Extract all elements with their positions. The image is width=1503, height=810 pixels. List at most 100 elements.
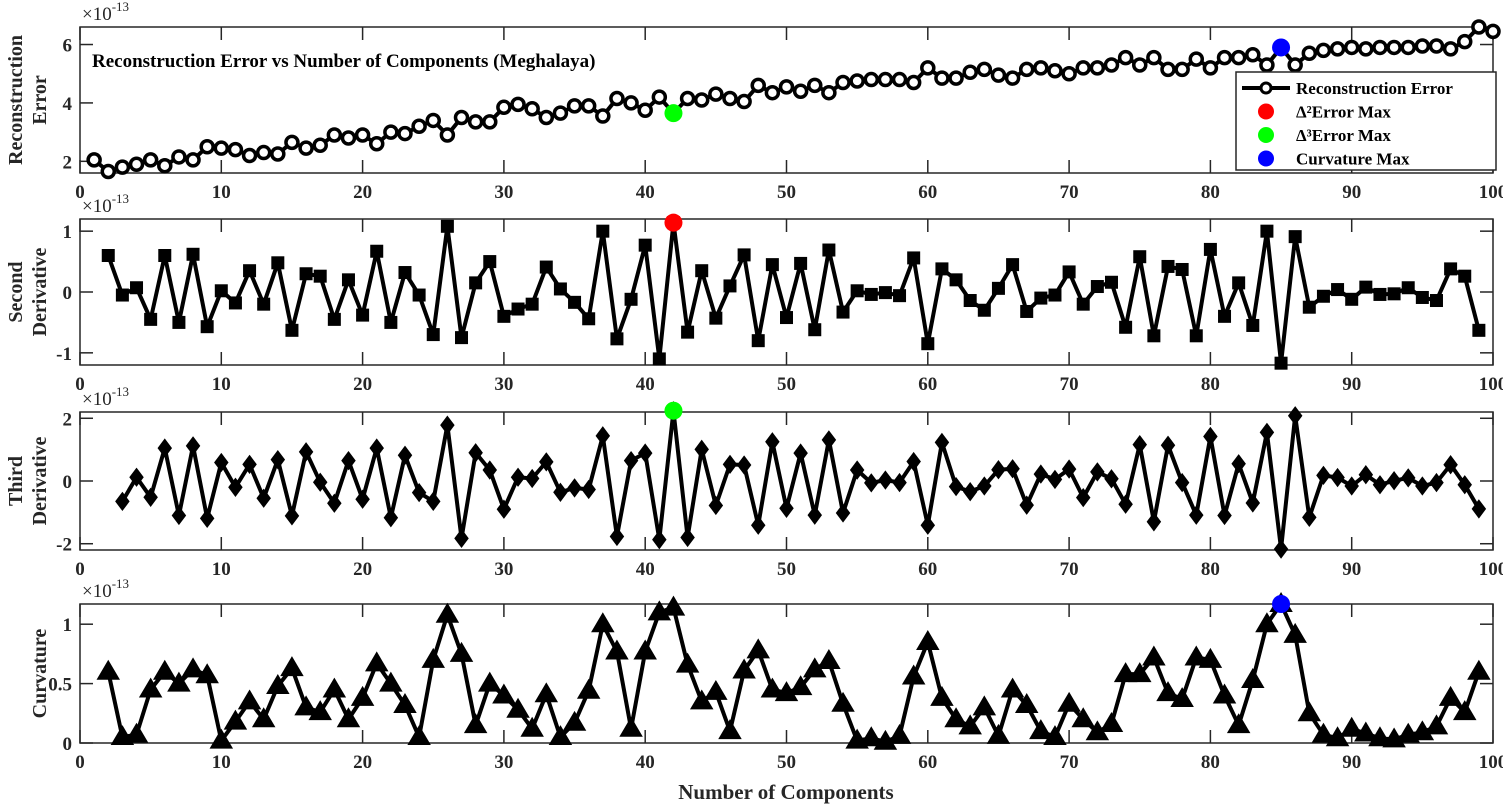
legend-dot-icon xyxy=(1258,150,1274,167)
data-point-22 xyxy=(379,671,403,692)
data-point-76 xyxy=(1146,512,1162,532)
data-point-15 xyxy=(280,656,304,677)
data-point-25 xyxy=(426,491,441,512)
data-point-31 xyxy=(510,96,526,113)
data-point-27 xyxy=(455,331,469,345)
x-tick-label: 40 xyxy=(636,182,655,203)
data-point-10 xyxy=(214,284,228,298)
data-point-19 xyxy=(341,450,356,471)
data-point-6 xyxy=(158,249,172,262)
data-point-99 xyxy=(1471,499,1487,519)
x-tick-label: 60 xyxy=(918,374,937,395)
data-point-49 xyxy=(764,84,781,101)
data-point-7 xyxy=(171,505,187,526)
axis-multiplier: ×10-13 xyxy=(82,384,129,410)
data-point-56 xyxy=(864,287,878,301)
data-point-39 xyxy=(619,716,643,737)
data-point-33 xyxy=(534,682,559,703)
subplot-1: 0 10 20 30 40 50 60 70 80 90 100246×10-13Reconstru… xyxy=(5,0,1503,203)
data-point-2 xyxy=(96,659,121,680)
data-point-59 xyxy=(901,664,926,685)
data-point-98 xyxy=(1456,33,1473,50)
data-point-36 xyxy=(580,98,597,114)
data-point-74 xyxy=(1117,49,1134,66)
data-point-41 xyxy=(652,529,667,550)
data-point-44 xyxy=(689,689,714,710)
data-point-29 xyxy=(483,255,497,269)
data-point-83 xyxy=(1245,46,1261,63)
data-point-32 xyxy=(524,101,540,117)
data-point-68 xyxy=(1033,464,1049,484)
data-point-62 xyxy=(948,70,964,86)
data-point-91 xyxy=(1358,465,1374,485)
y-axis-label-line: Error xyxy=(29,75,51,125)
y-axis-label: Curvature xyxy=(29,629,51,719)
y-axis-label-line: Reconstruction xyxy=(5,35,27,165)
data-point-55 xyxy=(850,284,864,298)
data-point-52 xyxy=(807,77,823,94)
data-point-23 xyxy=(397,445,413,465)
legend-dot-icon xyxy=(1258,103,1274,120)
data-point-95 xyxy=(1415,476,1430,496)
data-point-42 xyxy=(661,595,686,616)
data-point-79 xyxy=(1188,51,1205,67)
x-tick-label: 20 xyxy=(353,182,372,203)
y-tick-label: -1 xyxy=(56,344,72,365)
data-point-24 xyxy=(411,118,427,135)
data-point-38 xyxy=(609,90,625,107)
data-point-30 xyxy=(496,99,512,116)
data-point-24 xyxy=(411,482,427,503)
data-point-12 xyxy=(237,689,262,710)
data-point-4 xyxy=(128,156,145,172)
data-point-34 xyxy=(552,105,569,121)
data-point-17 xyxy=(312,137,328,154)
data-point-72 xyxy=(1089,60,1106,76)
data-point-61 xyxy=(930,685,954,706)
x-tick-label: 10 xyxy=(212,182,231,203)
data-point-61 xyxy=(935,262,949,276)
data-point-21 xyxy=(370,244,384,258)
data-point-97 xyxy=(1444,262,1458,276)
data-point-7 xyxy=(171,149,187,165)
data-point-22 xyxy=(384,315,398,329)
data-point-31 xyxy=(510,467,526,487)
data-point-26 xyxy=(440,415,455,435)
data-point-34 xyxy=(548,725,573,746)
data-point-18 xyxy=(326,127,343,143)
data-point-16 xyxy=(298,442,314,462)
data-point-93 xyxy=(1386,471,1402,491)
data-point-12 xyxy=(243,264,257,278)
data-point-95 xyxy=(1415,290,1429,304)
x-tick-label: 80 xyxy=(1201,752,1220,773)
x-tick-label: 70 xyxy=(1060,559,1079,580)
data-point-96 xyxy=(1424,714,1449,735)
data-point-19 xyxy=(341,273,355,287)
data-point-99 xyxy=(1472,323,1486,337)
data-point-89 xyxy=(1325,726,1350,747)
series-line xyxy=(106,220,1481,366)
data-point-49 xyxy=(760,677,785,698)
x-tick-label: 20 xyxy=(353,374,372,395)
data-point-9 xyxy=(195,663,219,684)
data-point-28 xyxy=(463,713,488,734)
x-tick-label: 0 xyxy=(75,182,85,203)
data-point-33 xyxy=(538,109,555,126)
x-tick-label: 40 xyxy=(636,559,655,580)
x-tick-label: 80 xyxy=(1201,182,1220,203)
data-point-83 xyxy=(1246,318,1260,332)
data-point-57 xyxy=(878,286,892,300)
data-point-53 xyxy=(822,243,836,257)
data-point-45 xyxy=(708,495,724,516)
data-point-74 xyxy=(1113,662,1138,683)
data-point-5 xyxy=(138,677,163,698)
data-point-83 xyxy=(1241,668,1265,689)
data-point-44 xyxy=(694,439,709,459)
legend-dot-icon xyxy=(1258,127,1274,143)
data-point-47 xyxy=(736,455,752,475)
data-point-54 xyxy=(836,305,850,319)
y-axis-label-line: Derivative xyxy=(29,247,51,336)
data-point-88 xyxy=(1316,289,1330,303)
y-axis-label: Reconstruction Error xyxy=(5,35,51,165)
data-point-87 xyxy=(1302,300,1316,314)
data-point-25 xyxy=(425,112,441,129)
